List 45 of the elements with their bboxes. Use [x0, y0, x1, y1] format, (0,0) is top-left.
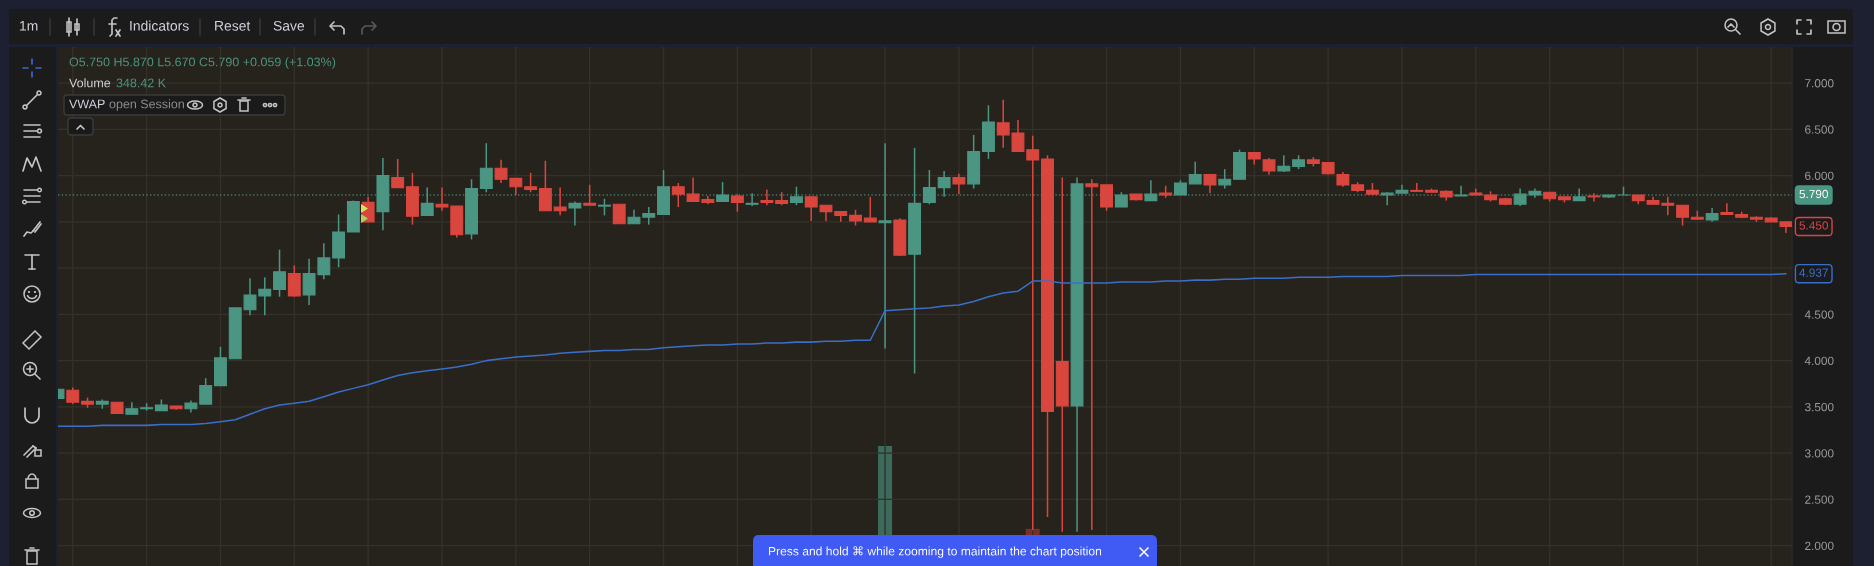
y-tick-label: 4.500 — [1804, 310, 1834, 319]
candlestick — [583, 184, 597, 206]
candlestick — [524, 172, 538, 194]
y-tick-label: 2.500 — [1805, 495, 1834, 504]
candlestick — [391, 158, 405, 189]
candlestick — [273, 248, 286, 298]
candlestick — [538, 160, 552, 212]
y-tick-label: 3.500 — [1804, 402, 1834, 412]
annotation: Press and hold ⌘ while zooming to maintain the chart position — [768, 546, 1102, 558]
candlestick — [420, 186, 434, 217]
y-tick-label: 3.000 — [1804, 449, 1834, 458]
annotation: Volume — [69, 78, 111, 88]
annotation: VWAP — [69, 99, 105, 109]
y-tick-label: 7.000 — [1805, 79, 1834, 88]
candlestick — [553, 186, 567, 217]
candlestick — [199, 377, 213, 405]
candlestick — [1218, 168, 1232, 190]
candlestick — [1676, 204, 1690, 227]
candlestick — [760, 188, 774, 206]
y-tick-label: 6.500 — [1805, 125, 1834, 134]
candlestick — [479, 142, 493, 194]
candlestick — [612, 203, 626, 225]
candlestick — [952, 172, 966, 195]
text: Save — [273, 20, 305, 31]
candlestick — [863, 196, 877, 223]
y-tick-label: 2.000 — [1805, 541, 1834, 551]
candlestick — [1720, 202, 1734, 216]
y-tick-label: 4.000 — [1804, 356, 1834, 366]
candlestick — [1100, 184, 1114, 212]
text: Indicators — [130, 20, 189, 31]
candlestick — [1085, 178, 1099, 531]
text: Reset — [215, 21, 251, 31]
line-series — [58, 272, 1787, 428]
candlestick — [287, 264, 301, 298]
annotation: 348.42 K — [116, 78, 166, 88]
y-tick-label: 6.000 — [1805, 171, 1834, 180]
text: 1m — [20, 21, 38, 31]
text: 5.450 — [1799, 221, 1829, 230]
candlestick — [568, 200, 582, 227]
candlestick — [922, 169, 936, 206]
ref-line-label: 5.790 — [1799, 189, 1829, 199]
candlestick — [1188, 160, 1202, 185]
annotation: open Session — [109, 99, 184, 111]
annotation: O5.750 H5.870 L5.670 C5.790 +0.059 (+1.03%) — [69, 57, 336, 69]
text: 4.937 — [1799, 268, 1828, 277]
